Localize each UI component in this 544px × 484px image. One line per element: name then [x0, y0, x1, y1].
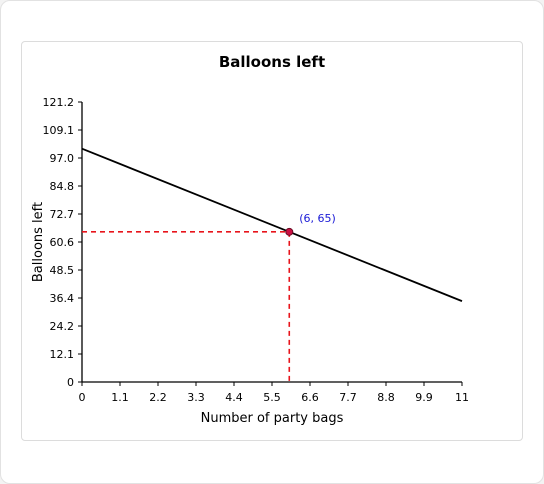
y-tick-label: 121.2: [43, 96, 75, 109]
highlight-point-label: (6, 65): [299, 212, 336, 225]
x-tick-label: 0: [79, 391, 86, 404]
y-tick-label: 60.6: [50, 236, 75, 249]
y-tick-label: 72.7: [50, 208, 75, 221]
y-tick-label: 24.2: [50, 320, 75, 333]
chart-card: [21, 41, 523, 441]
series-line: [81, 147, 463, 302]
x-tick-label: 8.8: [377, 391, 395, 404]
x-tick-label: 9.9: [415, 391, 433, 404]
y-axis-ticks: 0 12.1 24.2 36.4 48.5 60.6 72.7 84.8 97.0 109.1 12…: [43, 96, 82, 389]
x-tick-label: 2.2: [149, 391, 167, 404]
y-axis-title: Balloons left: [31, 202, 46, 282]
x-tick-label: 6.6: [301, 391, 319, 404]
y-tick-label: 0: [67, 376, 74, 389]
x-axis-title: Number of party bags: [201, 411, 344, 426]
series-layer: [81, 147, 463, 302]
y-tick-label: 36.4: [50, 292, 75, 305]
highlight-point: [285, 227, 294, 236]
y-tick-label: 109.1: [43, 124, 75, 137]
y-tick-label: 12.1: [50, 348, 75, 361]
x-tick-label: 3.3: [187, 391, 205, 404]
y-tick-label: 97.0: [50, 152, 75, 165]
x-tick-label: 4.4: [225, 391, 243, 404]
y-tick-label: 84.8: [50, 180, 75, 193]
x-tick-label: 5.5: [263, 391, 281, 404]
y-tick-label: 48.5: [50, 264, 75, 277]
x-tick-label: 11: [455, 391, 469, 404]
x-axis-ticks: 0 1.1 2.2 3.3 4.4 5.5 6.6 7.7 8.8 9.9 11: [79, 382, 469, 404]
x-tick-label: 1.1: [111, 391, 129, 404]
chart-title: Balloons left: [219, 53, 325, 71]
highlight-guides: (6, 65): [82, 212, 336, 382]
x-tick-label: 7.7: [339, 391, 357, 404]
